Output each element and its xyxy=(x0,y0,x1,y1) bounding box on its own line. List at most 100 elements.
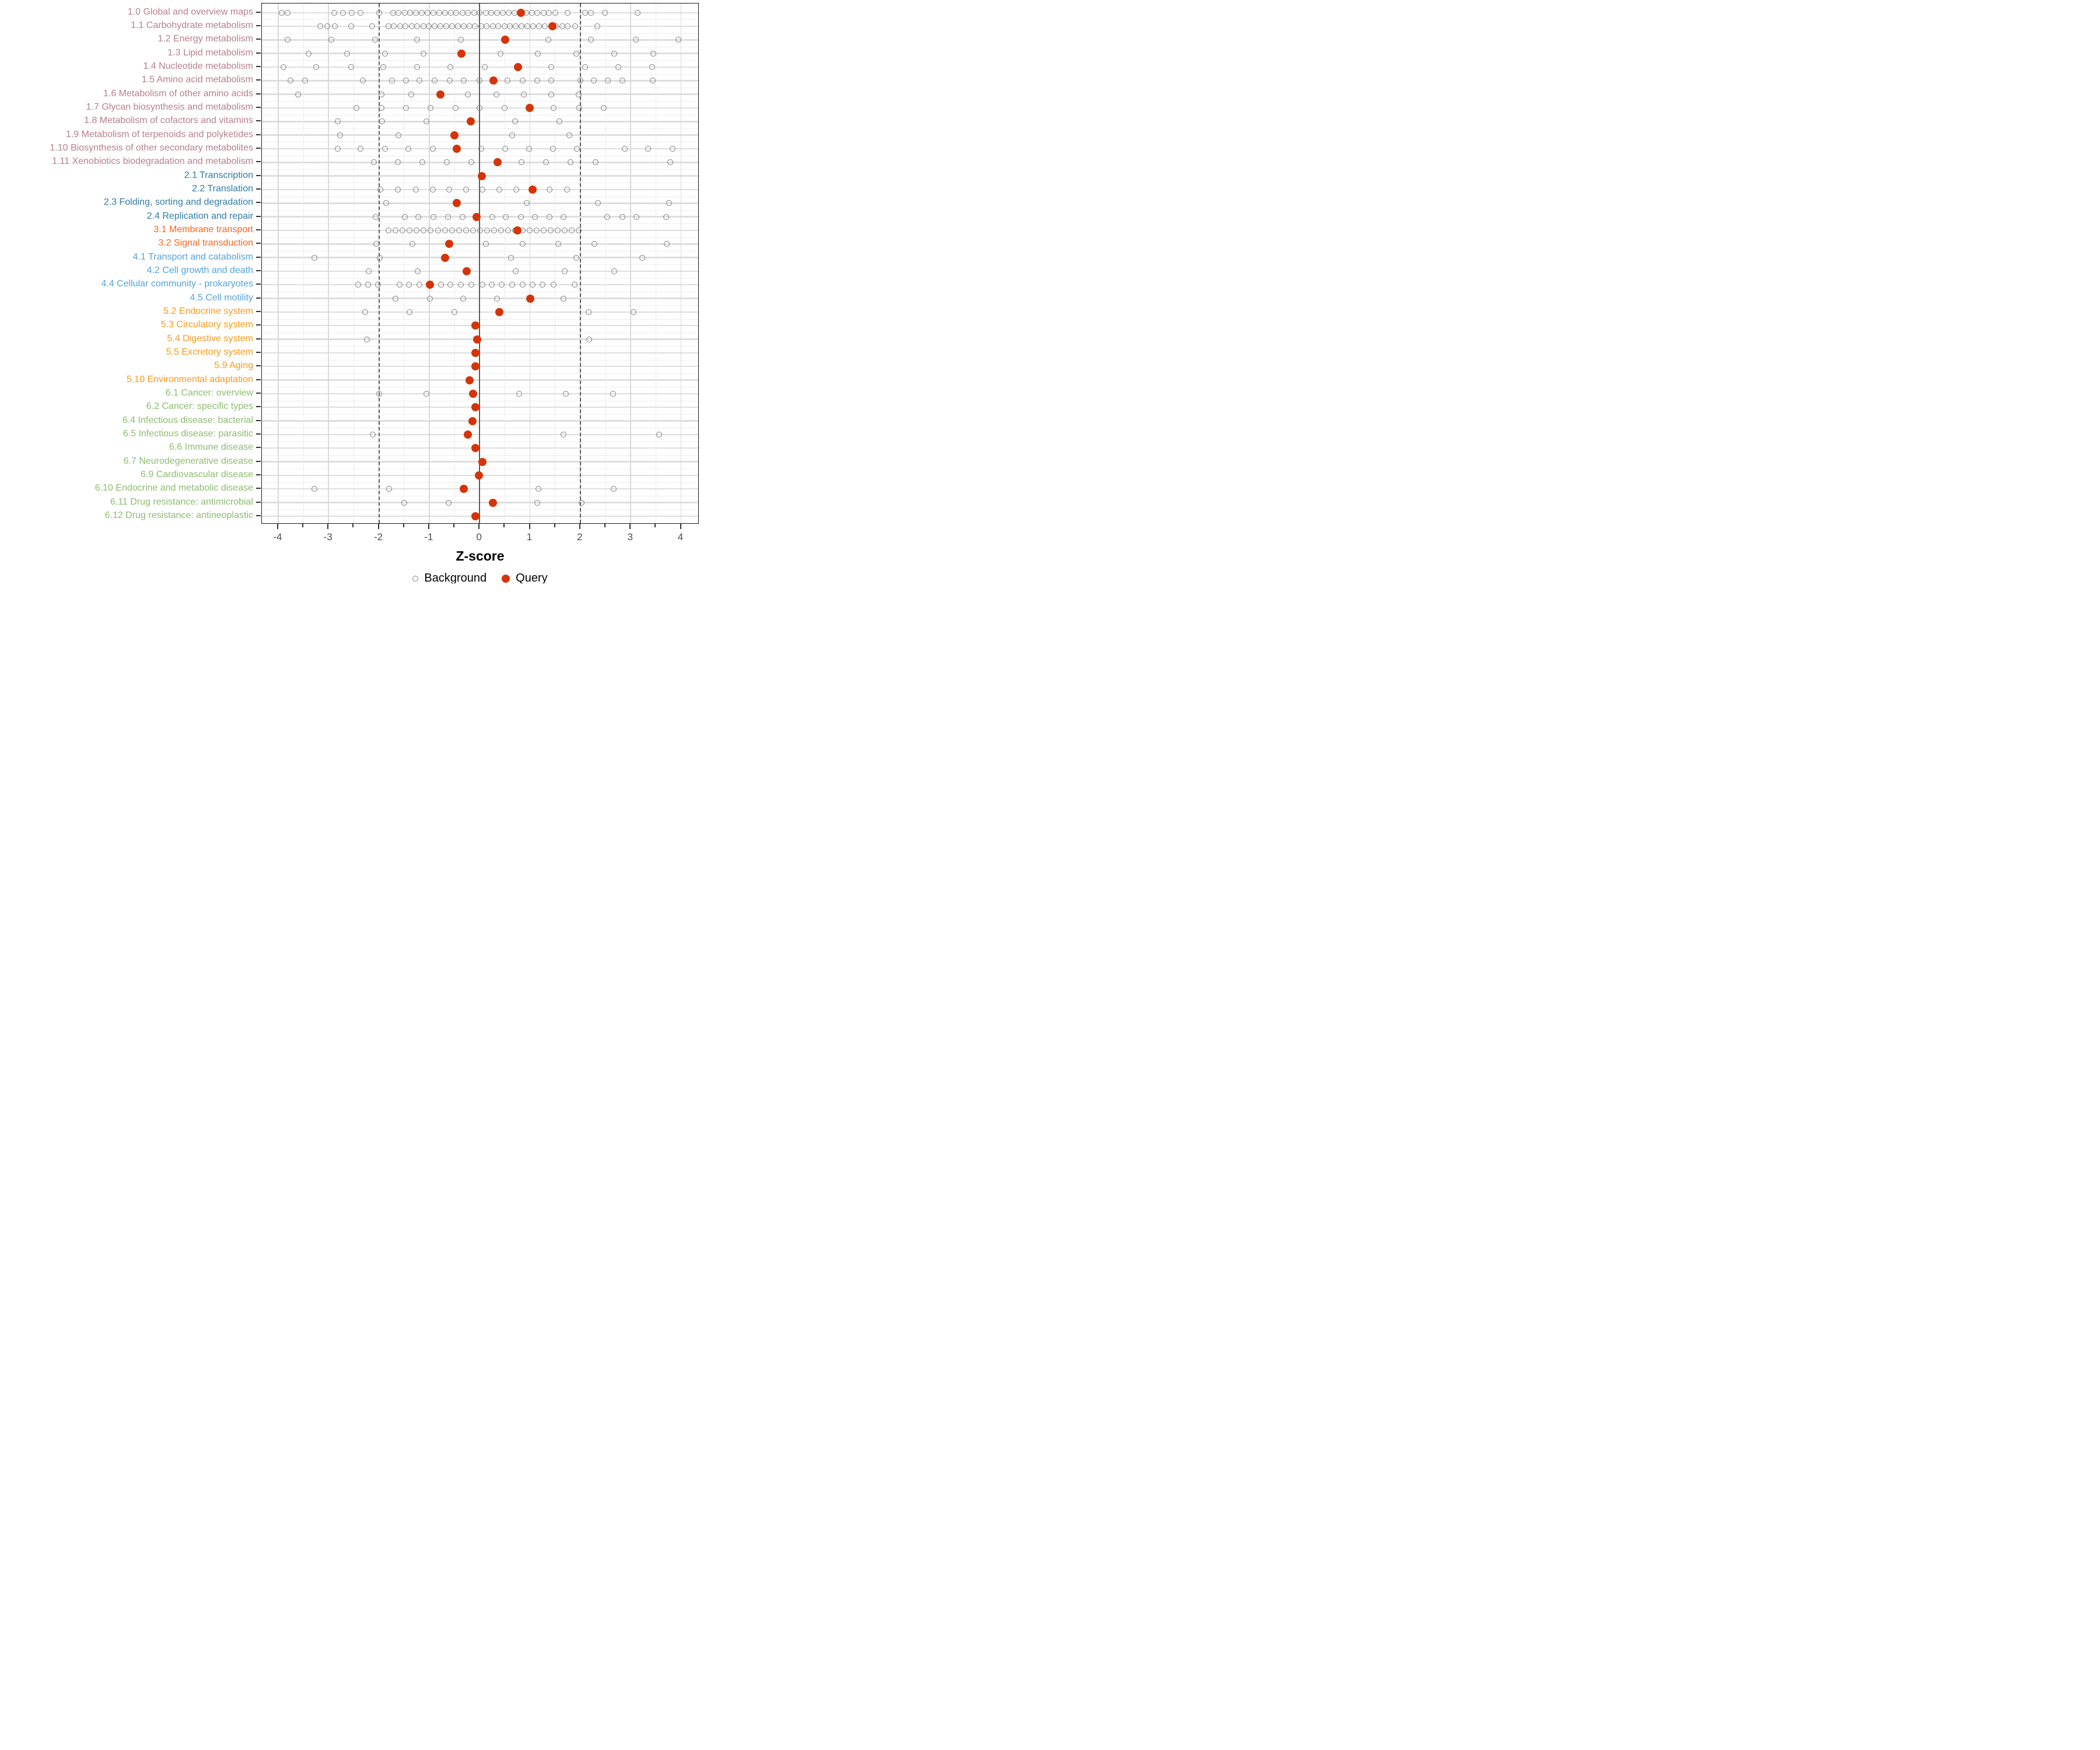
background-point xyxy=(395,159,401,166)
category-label: 4.2 Cell growth and death xyxy=(146,265,253,275)
gridline-horizontal-major xyxy=(262,52,698,54)
x-axis-tick-label: -4 xyxy=(273,531,282,542)
background-point xyxy=(587,9,594,16)
background-point xyxy=(536,486,542,492)
background-point xyxy=(453,9,460,16)
gridline-vertical-major xyxy=(278,4,279,523)
gridline-horizontal-major xyxy=(262,407,698,408)
category-label: 5.4 Digestive system xyxy=(167,333,253,344)
background-point xyxy=(481,64,488,71)
query-point xyxy=(525,104,534,112)
category-label: 3.2 Signal transduction xyxy=(158,238,253,249)
background-point xyxy=(611,50,617,57)
y-axis-tick xyxy=(256,474,261,475)
background-point xyxy=(513,23,519,30)
y-axis-tick xyxy=(256,351,261,353)
background-point xyxy=(502,146,509,152)
background-point xyxy=(285,37,291,43)
background-point xyxy=(383,200,390,206)
x-axis-tick xyxy=(276,524,278,529)
background-point xyxy=(543,159,550,166)
x-axis-tick xyxy=(680,524,681,529)
background-point xyxy=(548,91,554,97)
x-axis-minor-tick xyxy=(302,524,304,527)
background-point xyxy=(532,214,538,220)
background-point xyxy=(382,50,388,57)
gridline-horizontal-major xyxy=(262,325,698,327)
y-axis-tick xyxy=(256,488,261,489)
legend-item-query: Query xyxy=(502,572,548,583)
legend-item-background: Background xyxy=(412,572,487,583)
background-point xyxy=(573,254,579,261)
background-point xyxy=(295,91,302,97)
category-label: 2.4 Replication and repair xyxy=(146,211,253,221)
background-point xyxy=(437,23,443,30)
background-point xyxy=(465,9,471,16)
category-label: 3.1 Membrane transport xyxy=(153,224,253,235)
category-label: 5.9 Aging xyxy=(214,360,253,371)
query-point xyxy=(516,8,525,17)
y-axis-tick xyxy=(256,202,261,204)
category-label: 4.1 Transport and catabolism xyxy=(132,251,253,262)
gridline-horizontal-minor xyxy=(262,332,698,333)
background-point xyxy=(395,186,401,192)
zero-line xyxy=(479,4,480,523)
background-point xyxy=(635,9,641,16)
background-point xyxy=(508,254,514,261)
category-label: 6.5 Infectious disease: parasitic xyxy=(123,428,253,439)
background-point xyxy=(421,227,427,233)
gridline-horizontal-minor xyxy=(262,454,698,456)
background-point xyxy=(430,214,436,220)
open-circle-icon xyxy=(412,575,419,582)
background-point xyxy=(388,78,395,84)
gridline-horizontal-minor xyxy=(262,114,698,116)
background-point xyxy=(402,214,408,220)
gridline-horizontal-minor xyxy=(262,169,698,170)
background-point xyxy=(458,282,464,288)
background-point xyxy=(332,23,338,30)
x-axis-tick-label: -1 xyxy=(424,531,433,542)
background-point xyxy=(385,227,391,233)
background-point xyxy=(355,282,362,288)
gridline-vertical-major xyxy=(529,4,531,523)
background-point xyxy=(566,132,572,138)
gridline-horizontal-major xyxy=(262,379,698,381)
background-point xyxy=(505,227,512,233)
background-point xyxy=(463,186,469,192)
query-point xyxy=(445,240,454,249)
background-point xyxy=(502,105,508,111)
background-point xyxy=(555,241,561,247)
background-point xyxy=(377,254,383,261)
category-label: 6.7 Neurodegenerative disease xyxy=(123,456,253,466)
x-axis-minor-tick xyxy=(503,524,505,527)
background-point xyxy=(569,227,575,233)
background-point xyxy=(493,91,499,97)
category-label: 4.5 Cell motility xyxy=(190,292,253,303)
background-point xyxy=(414,227,420,233)
background-point xyxy=(548,64,554,71)
background-point xyxy=(484,227,491,233)
background-point xyxy=(534,9,541,16)
background-point xyxy=(506,9,512,16)
y-axis-tick xyxy=(256,79,261,81)
background-point xyxy=(432,78,438,84)
gridline-horizontal-minor xyxy=(262,60,698,61)
background-point xyxy=(513,268,519,274)
background-point xyxy=(416,78,423,84)
y-axis-tick xyxy=(256,120,261,122)
background-point xyxy=(595,200,601,206)
x-axis-tick xyxy=(377,524,379,529)
gridline-horizontal-minor xyxy=(262,237,698,238)
x-axis-tick xyxy=(478,524,480,529)
x-axis-tick-label: 1 xyxy=(526,531,533,542)
background-point xyxy=(305,50,312,57)
y-axis-tick xyxy=(256,447,261,449)
background-point xyxy=(442,9,448,16)
category-label: 4.4 Cellular community - prokaryotes xyxy=(101,279,253,289)
gridline-horizontal-major xyxy=(262,393,698,395)
background-point xyxy=(479,282,485,288)
background-point xyxy=(385,23,391,30)
background-point xyxy=(577,78,583,84)
y-axis-tick xyxy=(256,107,261,108)
background-point xyxy=(620,78,626,84)
